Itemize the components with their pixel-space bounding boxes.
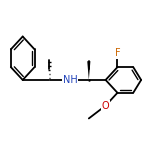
Text: O: O xyxy=(102,101,109,111)
Polygon shape xyxy=(87,61,90,80)
Text: F: F xyxy=(115,48,120,58)
Text: NH: NH xyxy=(63,75,78,85)
